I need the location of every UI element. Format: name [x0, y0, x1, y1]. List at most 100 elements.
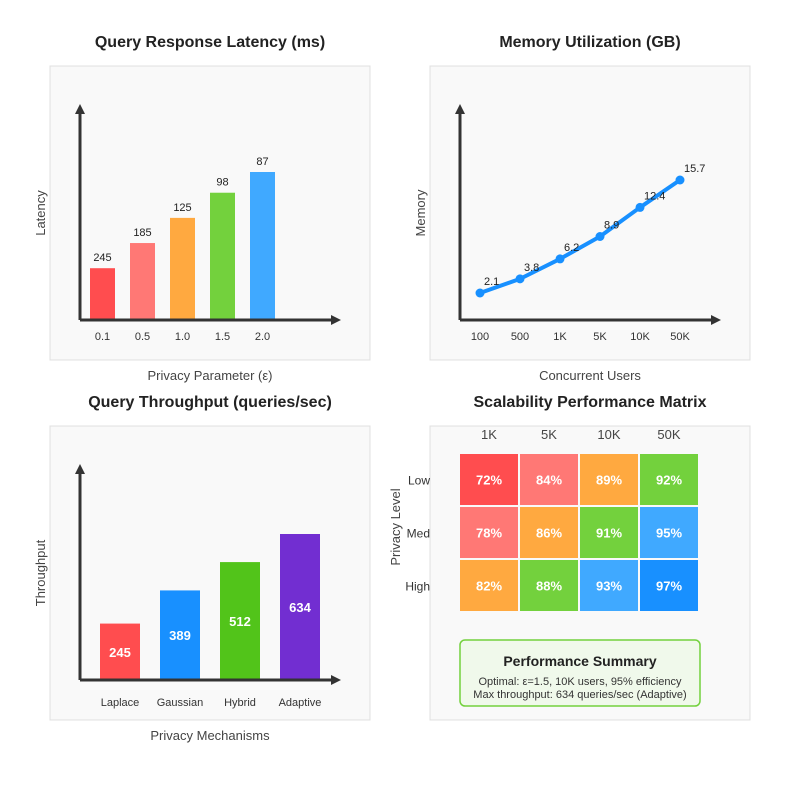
latency-y-label: Latency: [33, 190, 48, 236]
matrix-row-label-2: High: [405, 580, 430, 594]
memory-tick-2: 1K: [553, 331, 567, 343]
memory-point-3: [595, 232, 605, 241]
memory-point-5: [675, 175, 685, 185]
latency-value-label-1: 185: [133, 227, 151, 239]
summary-line-1: Optimal: ε=1.5, 10K users, 95% efficienc…: [478, 676, 682, 688]
memory-tick-4: 10K: [630, 331, 650, 343]
scalability-matrix: Scalability Performance Matrix 1K 5K 10K 50…: [388, 394, 751, 721]
matrix-cell-label-0-2: 89%: [596, 473, 622, 488]
throughput-x-label: Privacy Mechanisms: [150, 728, 270, 743]
throughput-bar-1: [160, 590, 200, 680]
memory-tick-1: 500: [511, 331, 529, 343]
throughput-tick-1: Gaussian: [157, 697, 203, 709]
matrix-cell-1-2: [580, 507, 638, 558]
matrix-col-header-2: 10K: [597, 427, 620, 442]
matrix-cell-label-1-3: 95%: [656, 526, 682, 541]
latency-value-label-3: 98: [216, 177, 228, 189]
memory-value-label-1: 3.8: [524, 262, 539, 274]
latency-x-label: Privacy Parameter (ε): [148, 368, 273, 383]
throughput-y-label: Throughput: [33, 539, 48, 606]
latency-chart-title: Query Response Latency (ms): [95, 34, 325, 51]
latency-bar-1: [130, 243, 155, 320]
summary-line-2: Max throughput: 634 queries/sec (Adaptiv…: [473, 689, 686, 701]
throughput-value-label-1: 389: [169, 628, 191, 643]
latency-tick-4: 2.0: [255, 331, 270, 343]
matrix-cell-1-1: [520, 507, 578, 558]
memory-x-label: Concurrent Users: [539, 368, 641, 383]
matrix-cell-0-3: [640, 454, 698, 505]
matrix-cell-label-1-1: 86%: [536, 526, 562, 541]
matrix-cell-label-0-0: 72%: [476, 473, 502, 488]
matrix-row-label-1: Med: [407, 527, 430, 541]
memory-tick-0: 100: [471, 331, 489, 343]
matrix-cell-2-2: [580, 560, 638, 611]
matrix-cell-label-1-0: 78%: [476, 526, 502, 541]
throughput-chart-title: Query Throughput (queries/sec): [88, 394, 332, 411]
memory-value-label-5: 15.7: [684, 163, 705, 175]
memory-panel: [429, 65, 751, 361]
memory-marks: 2.1 100 3.8 500 6.2 1K 8.9 5K 12.4 10K 15.7 50K: [471, 163, 706, 343]
latency-bar-0: [90, 268, 115, 320]
throughput-chart: Query Throughput (queries/sec) 245 Laplac…: [33, 394, 371, 743]
matrix-title: Scalability Performance Matrix: [474, 394, 707, 411]
matrix-cell-0-1: [520, 454, 578, 505]
throughput-value-label-0: 245: [109, 645, 131, 660]
memory-value-label-0: 2.1: [484, 276, 499, 288]
matrix-cell-1-0: [460, 507, 518, 558]
throughput-tick-2: Hybrid: [224, 697, 256, 709]
memory-series-line: [478, 178, 682, 295]
memory-point-4: [635, 202, 645, 212]
latency-value-label-0: 245: [93, 252, 111, 264]
memory-point-0: [475, 288, 485, 298]
latency-tick-1: 0.5: [135, 331, 150, 343]
matrix-cell-label-2-3: 97%: [656, 579, 682, 594]
matrix-cell-label-0-1: 84%: [536, 473, 562, 488]
memory-y-label: Memory: [413, 189, 428, 236]
throughput-bar-0: [100, 623, 140, 680]
matrix-cell-label-2-1: 88%: [536, 579, 562, 594]
latency-tick-0: 0.1: [95, 331, 110, 343]
latency-bar-2: [170, 217, 195, 320]
matrix-col-header-3: 50K: [657, 427, 680, 442]
performance-summary: Performance Summary Optimal: ε=1.5, 10K …: [459, 639, 701, 707]
matrix-cell-0-2: [580, 454, 638, 505]
summary-title: Performance Summary: [503, 653, 657, 669]
memory-value-label-2: 6.2: [564, 242, 579, 254]
throughput-panel: [49, 425, 371, 721]
summary-box: [459, 639, 701, 707]
matrix-cell-1-3: [640, 507, 698, 558]
latency-bar-3: [210, 192, 235, 320]
memory-chart: Memory Utilization (GB) 2.1 100 3.8 500 6.2 1…: [413, 34, 751, 383]
memory-tick-3: 5K: [593, 331, 607, 343]
matrix-y-label: Privacy Level: [388, 488, 403, 565]
matrix-row-label-0: Low: [408, 474, 430, 488]
matrix-cell-label-2-0: 82%: [476, 579, 502, 594]
memory-chart-title: Memory Utilization (GB): [499, 34, 680, 51]
memory-point-2: [555, 254, 565, 264]
throughput-marks: 245 Laplace 389 Gaussian 512 Hybrid 634 Adaptiv…: [100, 534, 321, 709]
memory-value-label-4: 12.4: [644, 190, 665, 202]
throughput-bar-3: [280, 534, 320, 680]
matrix-col-header-0: 1K: [481, 427, 497, 442]
latency-marks: 245 0.1 185 0.5 125 1.0 98 1.5 87 2.0: [90, 156, 275, 343]
throughput-value-label-2: 512: [229, 614, 251, 629]
matrix-cell-2-3: [640, 560, 698, 611]
latency-value-label-4: 87: [256, 156, 268, 168]
memory-point-1: [515, 274, 525, 284]
memory-value-label-3: 8.9: [604, 220, 619, 232]
latency-bar-4: [250, 172, 275, 320]
matrix-cell-label-0-3: 92%: [656, 473, 682, 488]
matrix-cell-label-2-2: 93%: [596, 579, 622, 594]
throughput-value-label-3: 634: [289, 600, 311, 615]
matrix-cell-0-0: [460, 454, 518, 505]
throughput-bar-2: [220, 562, 260, 680]
matrix-col-header-1: 5K: [541, 427, 557, 442]
throughput-tick-3: Adaptive: [279, 697, 322, 709]
matrix-marks: 1K 5K 10K 50K Low 72% 84% 89% 92% Med 78% 86% 91% 95%…: [405, 427, 698, 611]
latency-value-label-2: 125: [173, 202, 191, 214]
memory-tick-5: 50K: [670, 331, 690, 343]
latency-tick-2: 1.0: [175, 331, 190, 343]
latency-chart: Query Response Latency (ms) 245 0.1 185 0.5…: [33, 34, 371, 383]
matrix-cell-label-1-2: 91%: [596, 526, 622, 541]
